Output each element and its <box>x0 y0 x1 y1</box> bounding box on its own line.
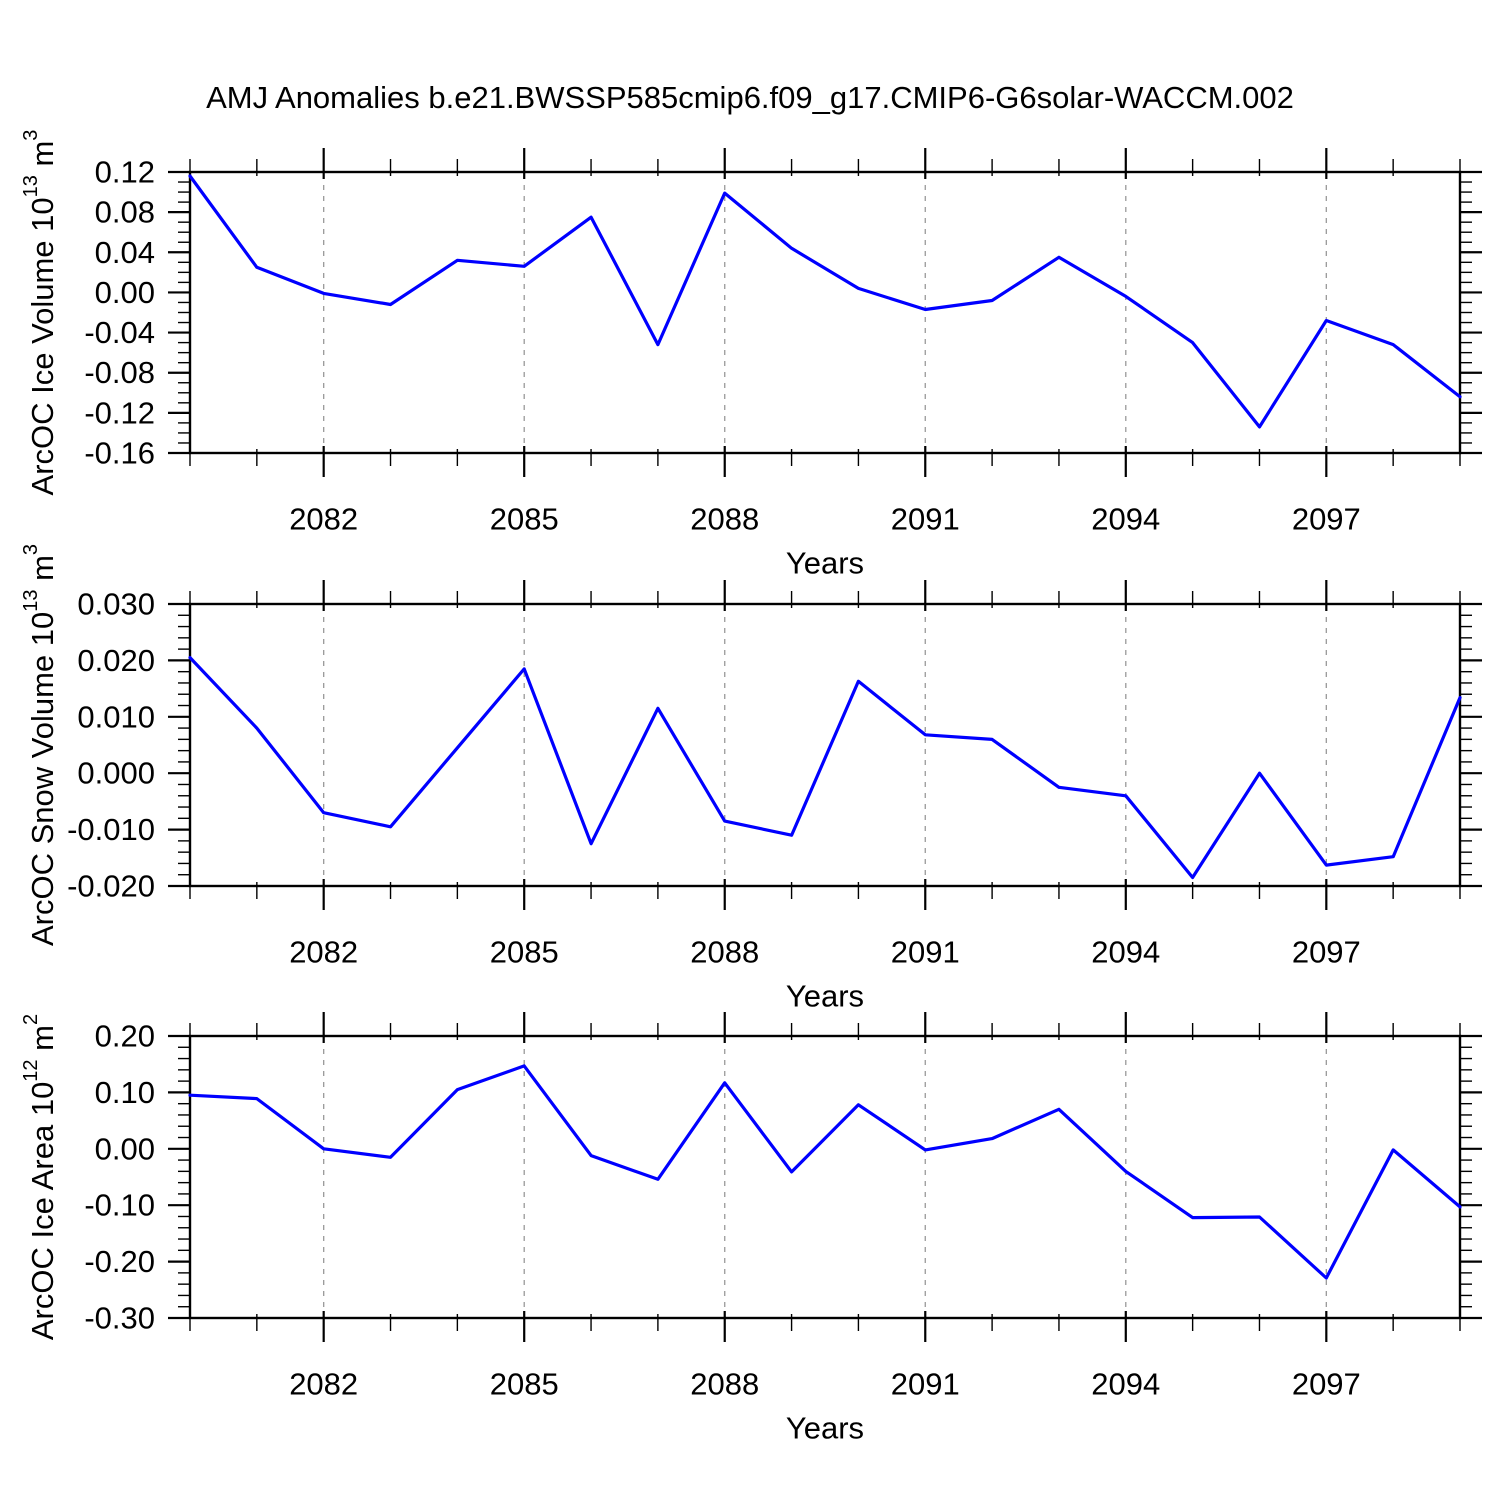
y-tick-label: -0.30 <box>84 1301 155 1336</box>
x-axis-title: Years <box>786 1411 864 1446</box>
panel-ice-volume: 0.12 0.08 0.04 0.00 -0.04 -0.08 -0.12 -0.16 2082… <box>20 130 1482 581</box>
y-tick-label: 0.020 <box>77 643 155 678</box>
x-tick-label: 2097 <box>1292 1367 1361 1402</box>
y-tick-label: -0.08 <box>84 355 155 390</box>
x-tick-label: 2085 <box>490 935 559 970</box>
y-tick-label: -0.12 <box>84 395 155 430</box>
y-axis-title: ArcOC Snow Volume 1013 m3 <box>20 544 60 946</box>
x-tick-label: 2091 <box>891 502 960 537</box>
y-tick-label: -0.010 <box>67 812 155 847</box>
panel-ice-area: 0.20 0.10 0.00 -0.10 -0.20 -0.30 2082 2085 2088 2… <box>20 1012 1482 1446</box>
y-tick-label: 0.04 <box>95 235 155 270</box>
x-tick-label: 2085 <box>490 502 559 537</box>
y-tick-label: -0.04 <box>84 315 155 350</box>
x-tick-label: 2091 <box>891 1367 960 1402</box>
x-tick-label: 2094 <box>1091 935 1160 970</box>
plot-box <box>188 170 1462 455</box>
ice-volume-series-line <box>188 174 1462 429</box>
x-tick-label: 2088 <box>690 502 759 537</box>
y-tick-label: 0.000 <box>77 756 155 791</box>
y-axis-title: ArcOC Ice Volume 1013 m3 <box>20 130 60 496</box>
y-tick-label: 0.010 <box>77 699 155 734</box>
plot-box <box>188 1034 1462 1320</box>
figure-title: AMJ Anomalies b.e21.BWSSP585cmip6.f09_g1… <box>206 80 1294 115</box>
x-axis-title: Years <box>786 546 864 581</box>
x-tick-label: 2097 <box>1292 502 1361 537</box>
ice-area-series-line <box>188 1064 1462 1280</box>
y-axis-title: ArcOC Ice Area 1012 m2 <box>20 1014 60 1340</box>
y-tick-label: 0.10 <box>95 1075 155 1110</box>
y-tick-label: 0.00 <box>95 275 155 310</box>
panel-snow-volume: 0.030 0.020 0.010 0.000 -0.010 -0.020 2082 2085… <box>20 544 1482 1014</box>
x-tick-label: 2094 <box>1091 1367 1160 1402</box>
y-tick-label: 0.00 <box>95 1131 155 1166</box>
x-tick-label: 2082 <box>289 502 358 537</box>
x-tick-label: 2091 <box>891 935 960 970</box>
y-tick-label: -0.20 <box>84 1244 155 1279</box>
x-tick-label: 2085 <box>490 1367 559 1402</box>
plot-box <box>188 602 1462 888</box>
y-tick-label: 0.030 <box>77 587 155 622</box>
snow-volume-series-line <box>188 655 1462 880</box>
x-tick-label: 2094 <box>1091 502 1160 537</box>
y-tick-label: -0.10 <box>84 1188 155 1223</box>
y-tick-label: -0.16 <box>84 436 155 471</box>
y-tick-label: 0.08 <box>95 195 155 230</box>
x-axis-title: Years <box>786 979 864 1014</box>
y-tick-label: 0.20 <box>95 1019 155 1054</box>
x-tick-label: 2082 <box>289 935 358 970</box>
x-tick-label: 2088 <box>690 935 759 970</box>
y-tick-label: -0.020 <box>67 869 155 904</box>
x-tick-label: 2082 <box>289 1367 358 1402</box>
x-tick-label: 2097 <box>1292 935 1361 970</box>
y-tick-label: 0.12 <box>95 155 155 190</box>
x-tick-label: 2088 <box>690 1367 759 1402</box>
